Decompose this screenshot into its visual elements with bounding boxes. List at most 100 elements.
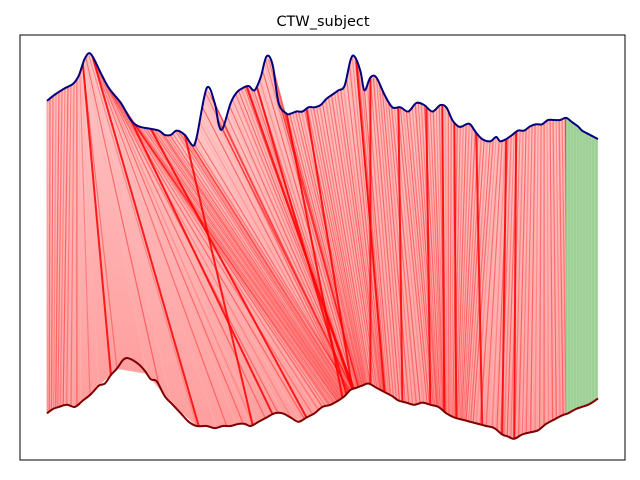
alignment-line [154, 129, 341, 400]
alignment-line [289, 113, 361, 387]
alignment-line-strong [285, 113, 344, 398]
alignment-line [432, 110, 445, 412]
alignment-line [414, 104, 438, 407]
alignment-line [342, 86, 383, 391]
alignment-line-strong [149, 128, 308, 418]
alignment-line [190, 142, 350, 392]
alignment-line [399, 107, 430, 405]
alignment-line [525, 125, 533, 434]
alignment-line [315, 106, 368, 385]
alignment-line-strong [245, 86, 354, 390]
alignment-line [561, 119, 567, 415]
alignment-line [202, 107, 350, 393]
alignment-line [555, 119, 561, 417]
alignment-line [534, 124, 539, 432]
alignment-line [59, 88, 66, 407]
alignment-line [57, 89, 63, 408]
alignment-line [411, 107, 437, 407]
alignment-line [265, 59, 357, 389]
alignment-line [479, 140, 500, 425]
alignment-line [220, 126, 353, 390]
alignment-line [472, 139, 494, 423]
alignment-line [97, 67, 254, 425]
alignment-line [360, 75, 389, 395]
alignment-line [491, 139, 506, 428]
alignment-line-strong [305, 108, 354, 390]
alignment-line [426, 107, 443, 410]
alignment-line [462, 134, 479, 420]
alignment-line [327, 97, 376, 388]
alignment-line [459, 127, 473, 420]
alignment-line [318, 105, 370, 384]
alignment-line [169, 134, 345, 398]
alignment-line [232, 99, 355, 389]
tail-region [565, 117, 598, 415]
alignment-line [118, 100, 323, 408]
alignment-line [196, 136, 351, 391]
alignment-line [449, 117, 452, 416]
alignment-line [199, 122, 350, 392]
alignment-line [300, 111, 364, 386]
alignment-line-strong [129, 119, 274, 415]
alignment-line [558, 119, 564, 416]
alignment-line [82, 63, 118, 369]
alignment-line-strong [397, 107, 404, 402]
alignment-line [181, 132, 348, 395]
alignment-line [485, 140, 503, 427]
alignment-line [178, 131, 347, 396]
alignment-line [312, 107, 367, 385]
alignment-line [514, 130, 524, 439]
alignment-line [166, 134, 344, 398]
alignment-line-strong [513, 131, 518, 439]
alignment-line [549, 119, 554, 421]
alignment-line [538, 124, 542, 430]
alignment-line [363, 90, 391, 396]
alignment-line [521, 127, 530, 435]
alignment-line-strong [81, 63, 112, 376]
alignment-line [259, 79, 354, 390]
alignment-line [136, 124, 335, 403]
alignment-line [366, 83, 394, 398]
alignment-line [375, 77, 403, 402]
alignment-line [309, 107, 366, 385]
alignment-line [455, 125, 464, 418]
alignment-line [286, 113, 360, 387]
alignment-line [94, 61, 244, 425]
alignment-line-strong [91, 57, 200, 427]
alignment-line [470, 141, 491, 422]
alignment-line [339, 88, 382, 391]
alignment-line [139, 126, 337, 403]
alignment-line [429, 109, 444, 411]
alignment-line [369, 77, 397, 400]
alignment-line [55, 91, 60, 409]
alignment-line [530, 124, 536, 433]
alignment-line [193, 143, 351, 391]
alignment-line [160, 131, 342, 399]
alignment-line [145, 127, 339, 402]
alignment-line [467, 140, 488, 422]
alignment-lines-faint [46, 55, 569, 439]
alignment-line [458, 124, 470, 419]
series-top-line [46, 52, 599, 147]
alignment-line-strong [183, 134, 254, 426]
alignment-line [292, 112, 362, 387]
alignment-line [552, 119, 557, 419]
alignment-line [456, 124, 467, 419]
alignment-line [66, 84, 72, 405]
alignment-line [503, 133, 515, 436]
alignment-line [130, 119, 332, 405]
alignment-line [205, 92, 350, 393]
alignment-line [321, 102, 371, 385]
alignment-line [384, 96, 414, 405]
alignment-line [396, 107, 428, 404]
alignment-line [151, 128, 340, 401]
alignment-line [79, 72, 91, 395]
alignment-line [133, 122, 334, 404]
alignment-line [70, 82, 75, 406]
alignment-line [172, 133, 346, 397]
series-bottom-line [46, 357, 599, 440]
alignment-line [464, 138, 482, 421]
alignment-line [283, 109, 360, 388]
alignment-line [402, 108, 433, 406]
